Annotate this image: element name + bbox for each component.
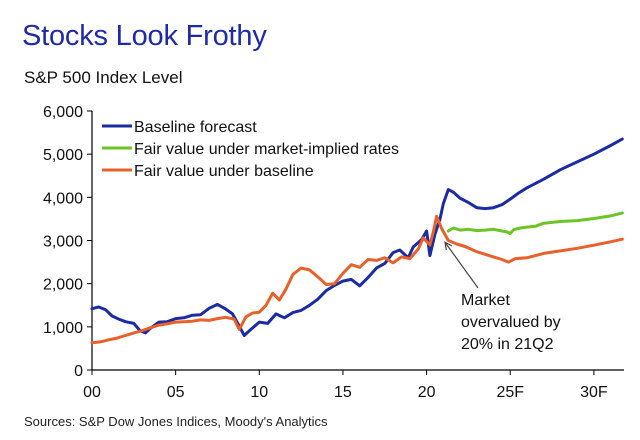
chart-subtitle: S&P 500 Index Level xyxy=(24,68,183,87)
series-line-baseline-forecast xyxy=(90,137,624,337)
y-tick-label: 1,000 xyxy=(43,320,83,337)
x-tick-label: 25F xyxy=(496,384,524,401)
y-tick-label: 5,000 xyxy=(43,147,83,164)
annotation-text: Market xyxy=(461,292,510,309)
annotation-text: 20% in 21Q2 xyxy=(461,336,554,353)
x-tick-label: 10 xyxy=(250,384,268,401)
annotation: Market overvalued by 20% in 21Q2 xyxy=(444,241,561,353)
x-tick-label: 00 xyxy=(83,384,101,401)
x-tick-label: 15 xyxy=(334,384,352,401)
x-tick-label: 20 xyxy=(418,384,436,401)
axes: 0 1,000 2,000 3,000 4,000 5,000 6,000 00 05 10 15 2… xyxy=(43,104,624,401)
series-lines xyxy=(90,137,624,345)
y-tick-label: 4,000 xyxy=(43,190,83,207)
y-tick-label: 2,000 xyxy=(43,277,83,294)
legend-label: Baseline forecast xyxy=(134,119,257,136)
y-tick-label: 6,000 xyxy=(43,104,83,121)
series-line-fair-value-under-market-implied-rates xyxy=(446,211,624,236)
chart-title: Stocks Look Frothy xyxy=(22,20,267,52)
annotation-arrow xyxy=(444,241,479,289)
annotation-arrowhead xyxy=(444,241,453,251)
y-tick-label: 3,000 xyxy=(43,234,83,251)
annotation-text: overvalued by xyxy=(461,314,561,331)
legend-label: Fair value under market-implied rates xyxy=(134,141,399,158)
y-tick-label: 0 xyxy=(74,363,83,380)
x-tick-label: 30F xyxy=(580,384,608,401)
legend-label: Fair value under baseline xyxy=(134,163,314,180)
legend: Baseline forecast Fair value under market… xyxy=(102,119,399,180)
series-line-fair-value-under-baseline xyxy=(90,214,624,345)
x-tick-label: 05 xyxy=(167,384,185,401)
chart-source: Sources: S&P Dow Jones Indices, Moody's … xyxy=(24,414,328,429)
